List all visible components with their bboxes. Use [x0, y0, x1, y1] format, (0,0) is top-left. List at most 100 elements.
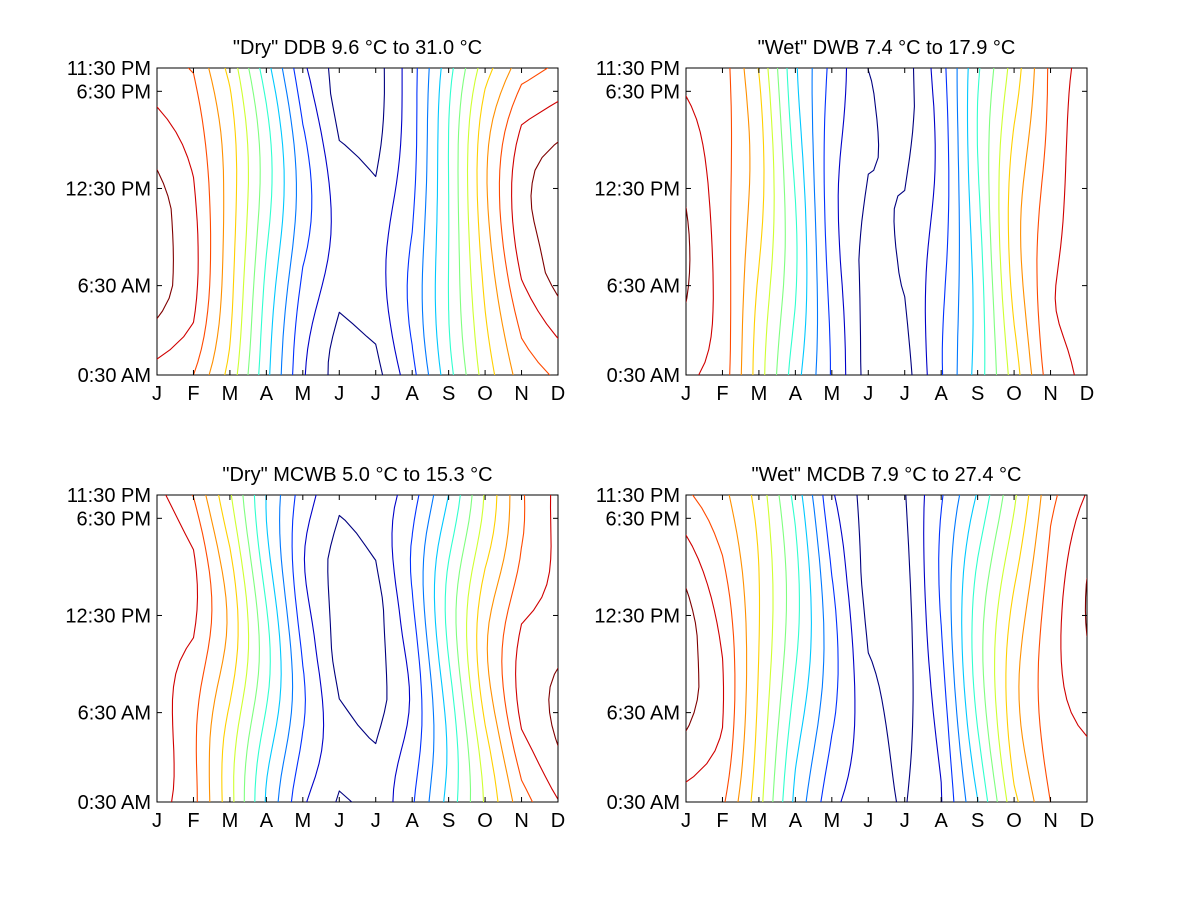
- contour-level-9: [750, 495, 1030, 802]
- x-tick-label: J: [863, 810, 873, 832]
- contour-level-2: [837, 68, 936, 375]
- contour-level-12: [686, 68, 1075, 375]
- x-tick-label: F: [187, 810, 199, 832]
- x-tick-label: J: [863, 383, 873, 405]
- x-tick-label: S: [442, 810, 455, 832]
- y-tick-label: 12:30 PM: [594, 605, 680, 627]
- panel-title: "Wet" MCDB 7.9 °C to 27.4 °C: [752, 464, 1022, 486]
- contour-level-4: [277, 495, 435, 802]
- x-tick-label: M: [751, 383, 768, 405]
- contour-lines: [686, 495, 1087, 802]
- contour-panel-1: "Dry" DDB 9.6 °C to 31.0 °CJ F M A M J J A S O N D0…: [65, 37, 565, 405]
- contour-level-1: [856, 495, 914, 802]
- x-tick-label: J: [152, 810, 162, 832]
- contour-level-1: [858, 68, 915, 375]
- x-tick-label: F: [716, 810, 728, 832]
- x-tick-label: N: [1043, 383, 1057, 405]
- x-tick-label: D: [551, 383, 565, 405]
- x-tick-label: S: [971, 810, 984, 832]
- contour-level-13: [157, 141, 558, 320]
- x-tick-label: A: [789, 383, 803, 405]
- x-tick-label: M: [222, 383, 239, 405]
- contour-level-5: [269, 68, 442, 375]
- y-tick-label: 0:30 AM: [78, 792, 151, 814]
- x-tick-label: O: [1006, 810, 1022, 832]
- contour-lines: [165, 495, 558, 802]
- x-tick-label: A: [406, 383, 420, 405]
- x-tick-label: S: [971, 383, 984, 405]
- y-tick-label: 6:30 AM: [78, 276, 151, 298]
- x-tick-label: A: [260, 810, 274, 832]
- contour-level-13: [686, 577, 1087, 732]
- plot-area: [685, 494, 1088, 803]
- contour-level-3: [823, 68, 950, 375]
- contour-level-6: [782, 495, 991, 802]
- plot-area: [156, 494, 559, 803]
- x-tick-label: N: [514, 383, 528, 405]
- x-tick-label: J: [681, 383, 691, 405]
- contour-level-7: [242, 495, 473, 802]
- contour-level-1: [327, 514, 388, 802]
- y-tick-label: 6:30 PM: [77, 81, 151, 103]
- y-tick-label: 6:30 PM: [606, 508, 680, 530]
- x-tick-label: J: [334, 810, 344, 832]
- x-tick-label: M: [823, 810, 840, 832]
- contour-level-8: [230, 495, 485, 802]
- contour-level-11: [187, 68, 551, 375]
- panel-title: "Dry" DDB 9.6 °C to 31.0 °C: [233, 37, 482, 59]
- contour-level-12: [157, 100, 558, 360]
- contour-level-12: [165, 495, 558, 802]
- contour-level-7: [775, 68, 998, 375]
- x-tick-label: O: [477, 810, 493, 832]
- y-tick-label: 12:30 PM: [65, 605, 151, 627]
- y-tick-label: 6:30 AM: [607, 703, 680, 725]
- contour-level-3: [292, 68, 418, 375]
- y-tick-label: 6:30 AM: [607, 276, 680, 298]
- x-tick-label: M: [294, 810, 311, 832]
- x-tick-label: M: [823, 383, 840, 405]
- contour-level-3: [820, 495, 955, 802]
- x-tick-label: D: [1080, 810, 1094, 832]
- contour-level-4: [280, 68, 430, 375]
- x-tick-label: F: [716, 383, 728, 405]
- y-tick-label: 11:30 PM: [67, 58, 151, 80]
- contour-panel-2: "Wet" DWB 7.4 °C to 17.9 °CJ F M A M J J A S O N D0…: [594, 37, 1094, 405]
- x-tick-label: O: [477, 383, 493, 405]
- x-tick-label: J: [334, 383, 344, 405]
- x-tick-label: D: [551, 810, 565, 832]
- contour-level-4: [805, 495, 967, 802]
- x-tick-label: J: [900, 383, 910, 405]
- x-tick-label: A: [260, 383, 274, 405]
- panel-title: "Wet" DWB 7.4 °C to 17.9 °C: [758, 37, 1016, 59]
- contour-lines: [686, 68, 1075, 375]
- y-tick-label: 6:30 PM: [77, 508, 151, 530]
- y-tick-label: 12:30 PM: [65, 178, 151, 200]
- x-tick-label: N: [514, 810, 528, 832]
- contour-level-4: [811, 68, 960, 375]
- contour-level-8: [764, 68, 1009, 375]
- x-tick-label: F: [187, 383, 199, 405]
- contour-panel-4: "Wet" MCDB 7.9 °C to 27.4 °CJ F M A M J J A S O N D…: [594, 464, 1094, 832]
- contour-level-13: [686, 207, 691, 303]
- contour-level-6: [253, 495, 461, 802]
- contour-level-5: [264, 495, 450, 802]
- x-tick-label: A: [406, 810, 420, 832]
- contour-level-6: [258, 68, 454, 375]
- contour-lines: [157, 68, 558, 375]
- y-tick-label: 0:30 AM: [607, 365, 680, 387]
- x-tick-label: J: [152, 383, 162, 405]
- x-tick-label: M: [222, 810, 239, 832]
- contour-level-10: [728, 495, 1042, 802]
- contour-level-10: [205, 495, 514, 802]
- x-tick-label: N: [1043, 810, 1057, 832]
- contour-level-11: [692, 495, 1058, 802]
- y-tick-label: 6:30 PM: [606, 81, 680, 103]
- contour-level-11: [191, 495, 534, 802]
- x-tick-label: M: [751, 810, 768, 832]
- x-tick-label: J: [900, 810, 910, 832]
- y-tick-label: 11:30 PM: [67, 485, 151, 507]
- y-tick-label: 11:30 PM: [596, 485, 680, 507]
- panel-title: "Dry" MCWB 5.0 °C to 15.3 °C: [222, 464, 492, 486]
- contour-level-10: [740, 68, 1036, 375]
- contour-level-10: [208, 68, 514, 375]
